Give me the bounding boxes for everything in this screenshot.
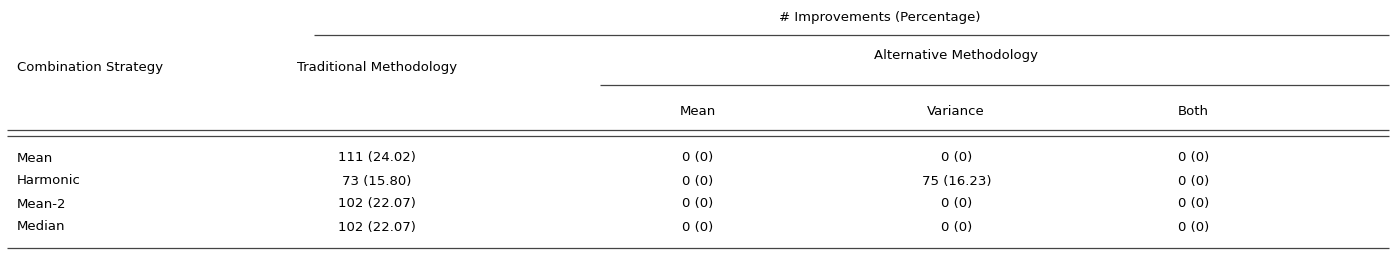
Text: 0 (0): 0 (0) xyxy=(683,221,713,234)
Text: Median: Median xyxy=(17,221,66,234)
Text: 0 (0): 0 (0) xyxy=(1178,197,1209,211)
Text: 0 (0): 0 (0) xyxy=(941,151,972,164)
Text: 0 (0): 0 (0) xyxy=(683,174,713,187)
Text: 0 (0): 0 (0) xyxy=(941,197,972,211)
Text: Mean: Mean xyxy=(17,151,53,164)
Text: 0 (0): 0 (0) xyxy=(683,197,713,211)
Text: Combination Strategy: Combination Strategy xyxy=(17,62,163,75)
Text: Traditional Methodology: Traditional Methodology xyxy=(297,62,456,75)
Text: 0 (0): 0 (0) xyxy=(1178,221,1209,234)
Text: Mean-2: Mean-2 xyxy=(17,197,66,211)
Text: 0 (0): 0 (0) xyxy=(941,221,972,234)
Text: 102 (22.07): 102 (22.07) xyxy=(338,221,416,234)
Text: Variance: Variance xyxy=(927,106,986,119)
Text: 0 (0): 0 (0) xyxy=(1178,174,1209,187)
Text: 0 (0): 0 (0) xyxy=(683,151,713,164)
Text: Both: Both xyxy=(1178,106,1209,119)
Text: 102 (22.07): 102 (22.07) xyxy=(338,197,416,211)
Text: 75 (16.23): 75 (16.23) xyxy=(921,174,991,187)
Text: Mean: Mean xyxy=(680,106,716,119)
Text: 73 (15.80): 73 (15.80) xyxy=(342,174,412,187)
Text: Harmonic: Harmonic xyxy=(17,174,81,187)
Text: 0 (0): 0 (0) xyxy=(1178,151,1209,164)
Text: Alternative Methodology: Alternative Methodology xyxy=(874,49,1039,62)
Text: # Improvements (Percentage): # Improvements (Percentage) xyxy=(779,12,980,25)
Text: 111 (24.02): 111 (24.02) xyxy=(338,151,416,164)
